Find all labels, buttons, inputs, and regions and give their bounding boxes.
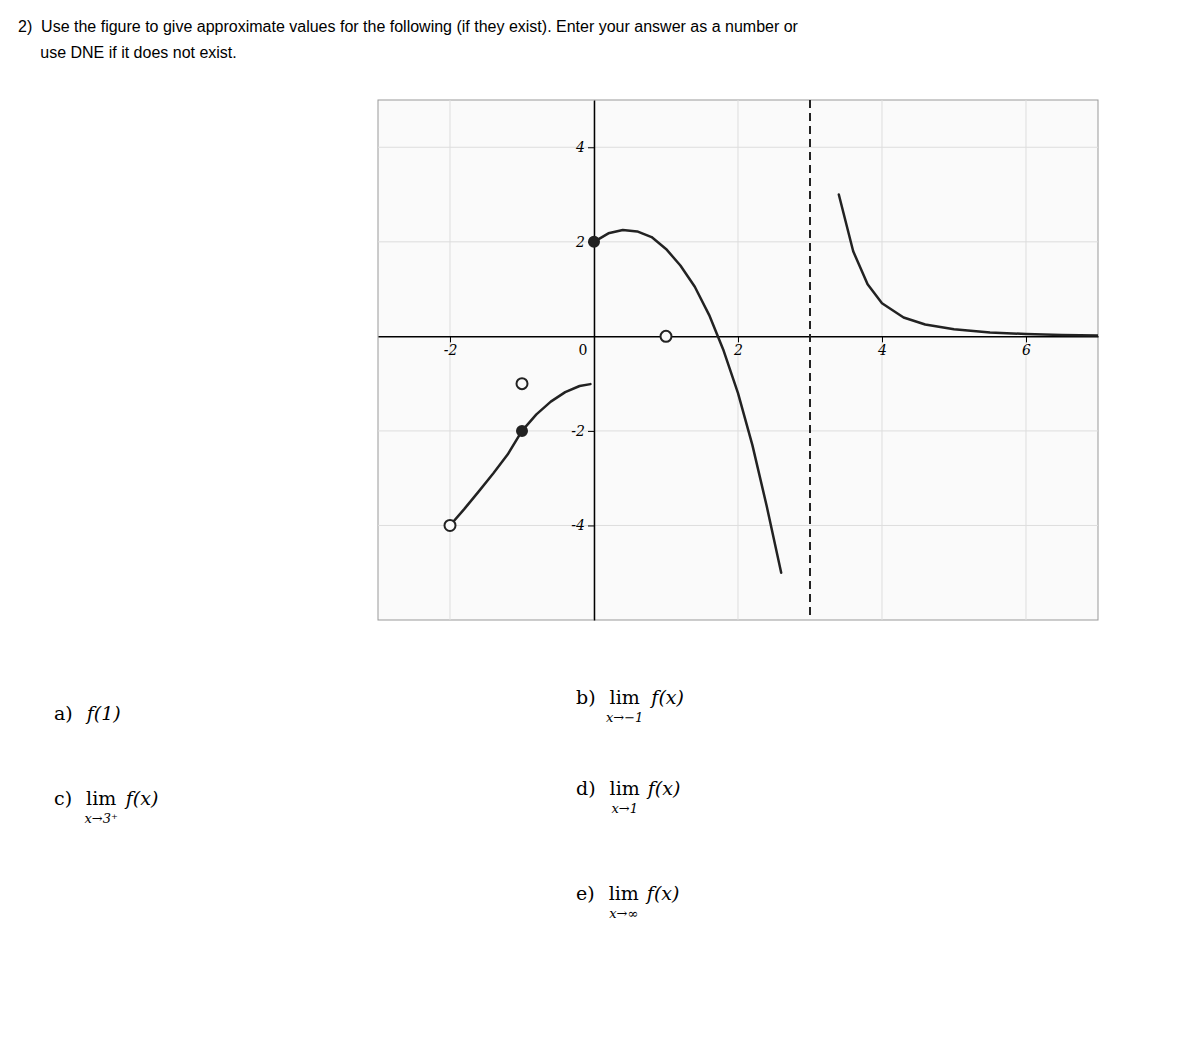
y-tick-label: -2: [571, 423, 585, 439]
filled-point: [517, 426, 527, 436]
y-tick: -4: [571, 517, 594, 533]
curve: [839, 195, 1098, 336]
x-tick: 4: [877, 336, 887, 358]
question-subscript: x→∞: [609, 906, 638, 921]
title: 2) Use the figure to give approximate va…: [18, 18, 799, 35]
y-tick-label: -4: [571, 517, 585, 533]
y-tick: 4: [575, 139, 594, 155]
y-axis: -4 -2 2 4: [571, 101, 594, 621]
question-text: lim: [86, 787, 116, 809]
question: c) lim x→3⁺ f(x): [54, 787, 158, 826]
question-expression: f(x): [646, 777, 681, 799]
y-tick-mark: [588, 147, 594, 148]
question-subscript: x→3⁺: [84, 811, 117, 826]
grid-line-x: [594, 100, 595, 620]
x-tick-label: 4: [877, 342, 887, 358]
question-label: a): [54, 702, 73, 724]
grid-line-y: [378, 430, 1098, 431]
grid-line-y: [378, 147, 1098, 148]
grid-line-x: [450, 100, 451, 620]
question: e) lim x→∞ f(x): [576, 882, 679, 921]
question-subscript: x→1: [611, 801, 638, 816]
y-tick-mark: [588, 525, 594, 526]
question-text: lim: [610, 777, 640, 799]
question-expression: f(x): [124, 787, 159, 809]
grid-line-y: [378, 525, 1098, 526]
x-tick-label: 0: [579, 342, 588, 358]
marks: [445, 100, 1099, 620]
open-point: [445, 520, 456, 531]
grid-line-x: [738, 100, 739, 620]
y-axis-line: [594, 101, 596, 621]
question-text: lim: [610, 686, 640, 708]
grid-line-y: [378, 241, 1098, 242]
question: a) f(1): [54, 702, 121, 724]
y-tick-label: 2: [575, 234, 585, 250]
x-tick-label: 2: [733, 342, 743, 358]
x-tick: 0: [579, 336, 595, 358]
question-expression: f(x): [645, 882, 680, 904]
question-expression: f(x): [649, 686, 684, 708]
question-label: d): [576, 777, 596, 799]
filled-point: [589, 237, 599, 247]
chart: 2) Use the figure to give approximate va…: [0, 0, 1200, 1060]
question-label: b): [576, 686, 596, 708]
y-tick: -2: [571, 423, 594, 439]
question-label: c): [54, 787, 72, 809]
grid: [378, 100, 1098, 620]
x-tick: 6: [1022, 336, 1031, 358]
x-tick-label: -2: [444, 342, 458, 358]
y-tick-label: 4: [575, 139, 585, 155]
plot-frame: [378, 100, 1098, 620]
question-label: e): [576, 882, 595, 904]
subtitle: use DNE if it does not exist.: [18, 44, 237, 61]
open-point: [661, 331, 672, 342]
question: d) lim x→1 f(x): [576, 777, 680, 816]
y-tick-mark: [588, 431, 594, 432]
open-point: [517, 378, 528, 389]
question: b) lim x→−1 f(x): [576, 686, 684, 725]
x-tick: 2: [733, 336, 743, 358]
question-text: f(1): [85, 702, 121, 724]
grid-line-x: [1026, 100, 1027, 620]
asymptote: [809, 100, 811, 620]
question-subscript: x→−1: [606, 710, 643, 725]
x-tick: -2: [444, 336, 458, 358]
x-axis: -2 0 2 4 6: [379, 336, 1099, 358]
x-tick-label: 6: [1022, 342, 1031, 358]
curve: [450, 384, 590, 525]
curve: [594, 230, 781, 573]
grid-line-x: [882, 100, 883, 620]
question-text: lim: [609, 882, 639, 904]
